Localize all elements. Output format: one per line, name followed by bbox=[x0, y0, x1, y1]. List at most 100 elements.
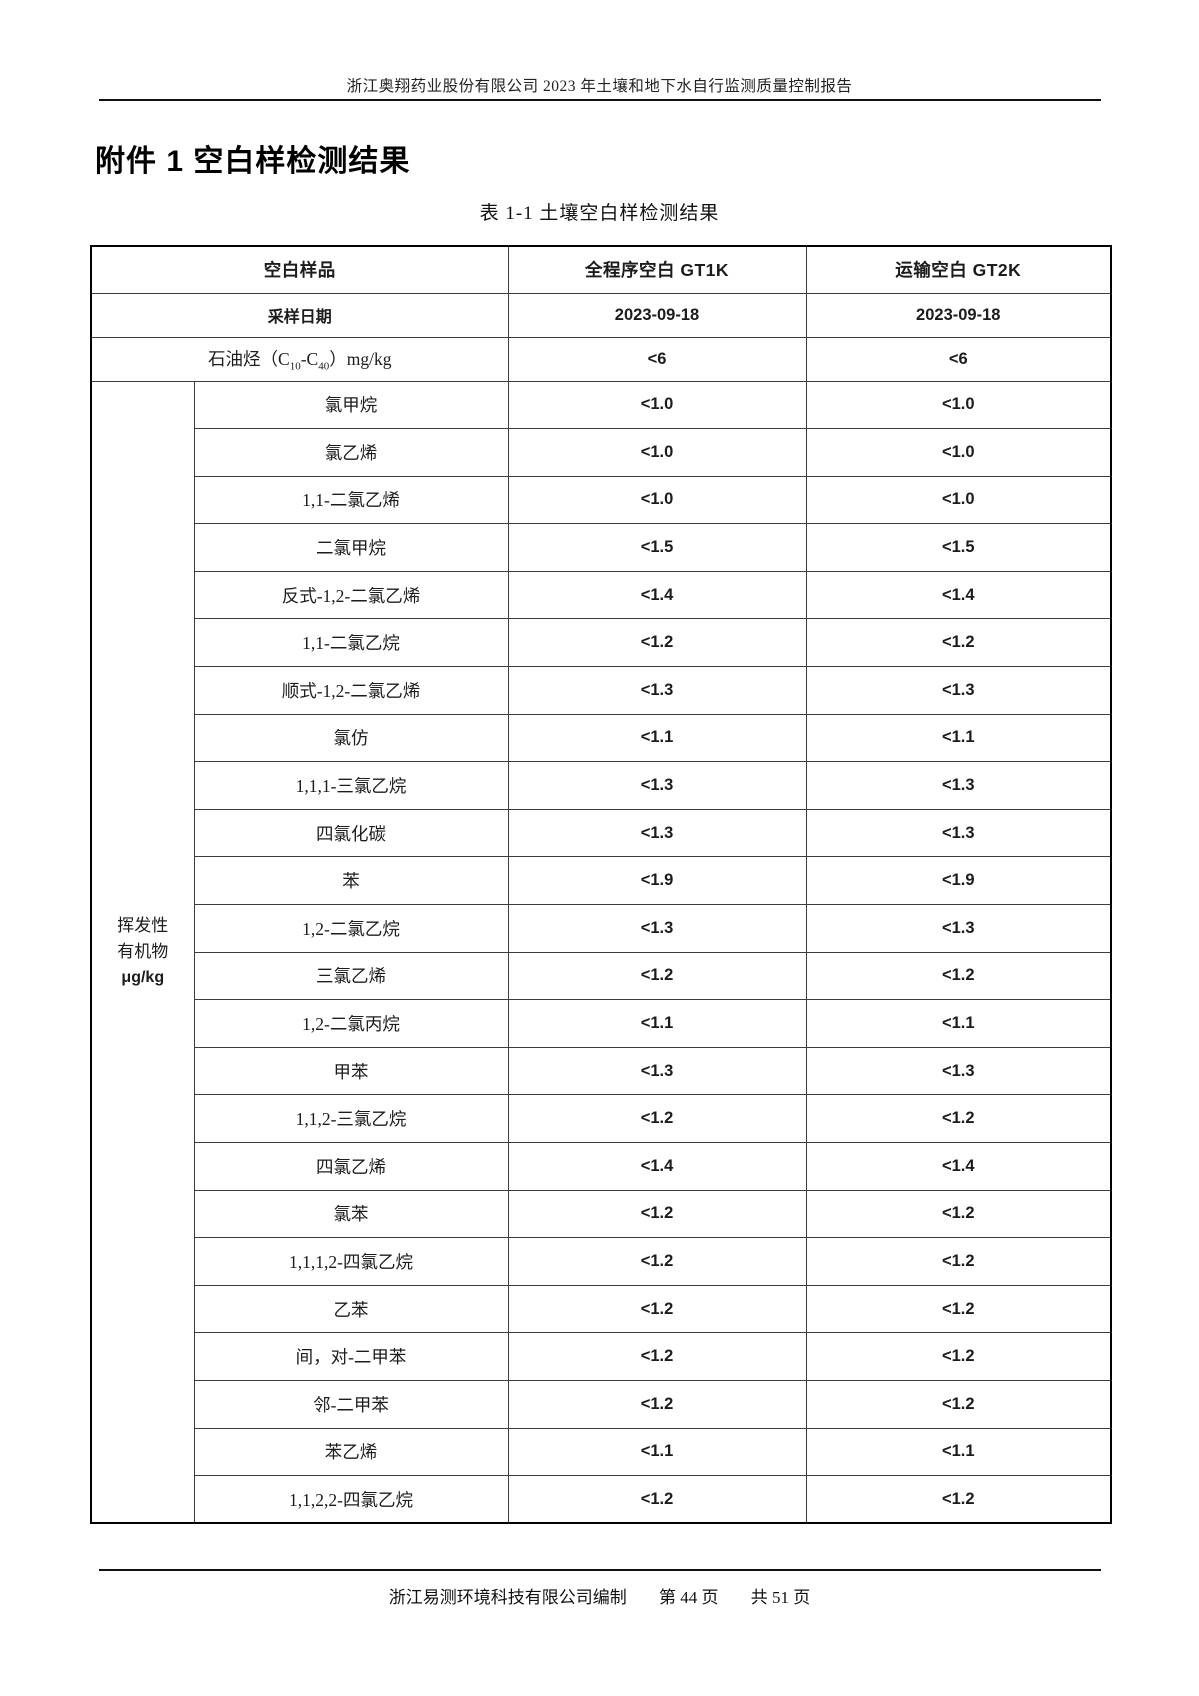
voc-gt2k: <1.5 bbox=[805, 523, 1112, 572]
voc-row: 三氯乙烯 <1.2 <1.2 bbox=[91, 951, 1112, 1001]
voc-gt2k: <1.0 bbox=[805, 475, 1112, 525]
voc-row: 挥发性 有机物 μg/kg 氯甲烷 <1.0 <1.0 bbox=[90, 380, 1112, 1524]
voc-name: 氯仿 bbox=[193, 713, 509, 763]
voc-row: 甲苯 <1.3 <1.3 bbox=[91, 1046, 1112, 1096]
voc-gt1k: <1.2 bbox=[507, 1379, 807, 1429]
voc-name: 1,1-二氯乙烯 bbox=[193, 475, 509, 525]
voc-name: 间，对-二甲苯 bbox=[193, 1332, 509, 1381]
voc-name: 乙苯 bbox=[193, 1284, 509, 1334]
voc-row: 邻-二甲苯 <1.2 <1.2 bbox=[91, 1379, 1112, 1429]
column-header-gt1k: 全程序空白 GT1K bbox=[507, 245, 807, 294]
voc-name: 1,1,2,2-四氯乙烷 bbox=[193, 1475, 509, 1524]
voc-row: 乙苯 <1.2 <1.2 bbox=[91, 1284, 1112, 1334]
voc-row: 1,2-二氯丙烷 <1.1 <1.1 bbox=[91, 999, 1112, 1048]
voc-gt1k: <1.1 bbox=[507, 713, 807, 763]
voc-gt1k: <1.5 bbox=[507, 523, 807, 572]
voc-group-line1: 挥发性 bbox=[117, 916, 169, 936]
voc-gt2k: <1.9 bbox=[805, 856, 1112, 906]
document-header-text: 浙江奥翔药业股份有限公司 2023 年土壤和地下水自行监测质量控制报告 bbox=[346, 78, 853, 95]
voc-name: 1,1-二氯乙烷 bbox=[193, 618, 509, 668]
voc-gt1k: <1.0 bbox=[507, 380, 807, 430]
voc-group-line2: 有机物 bbox=[117, 942, 169, 962]
voc-group-label: 挥发性 有机物 μg/kg bbox=[90, 380, 195, 1524]
voc-row: 氯苯 <1.2 <1.2 bbox=[91, 1189, 1112, 1239]
petroleum-gt1k: <6 bbox=[507, 336, 807, 382]
voc-name: 邻-二甲苯 bbox=[193, 1379, 509, 1429]
footer-total-pages: 共 51 页 bbox=[750, 1588, 811, 1607]
voc-row: 苯乙烯 <1.1 <1.1 bbox=[91, 1427, 1112, 1477]
voc-name: 苯 bbox=[193, 856, 509, 906]
voc-row: 二氯甲烷 <1.5 <1.5 bbox=[91, 523, 1112, 572]
voc-gt2k: <1.2 bbox=[805, 1475, 1112, 1524]
voc-name: 1,2-二氯乙烷 bbox=[193, 904, 509, 953]
blank-sample-results-table: 空白样品 全程序空白 GT1K 运输空白 GT2K 采样日期 2023-09-1… bbox=[90, 245, 1112, 1525]
voc-gt1k: <1.2 bbox=[507, 1094, 807, 1143]
voc-name: 四氯乙烯 bbox=[193, 1142, 509, 1191]
voc-name: 反式-1,2-二氯乙烯 bbox=[193, 570, 509, 620]
voc-name: 苯乙烯 bbox=[193, 1427, 509, 1477]
voc-name: 1,1,1,2-四氯乙烷 bbox=[193, 1237, 509, 1286]
voc-name: 顺式-1,2-二氯乙烯 bbox=[193, 666, 509, 715]
voc-gt1k: <1.3 bbox=[507, 666, 807, 715]
voc-row: 顺式-1,2-二氯乙烯 <1.3 <1.3 bbox=[91, 666, 1112, 715]
voc-gt2k: <1.2 bbox=[805, 1237, 1112, 1286]
voc-gt1k: <1.2 bbox=[507, 1475, 807, 1524]
voc-gt1k: <1.4 bbox=[507, 570, 807, 620]
voc-row: 1,1-二氯乙烷 <1.2 <1.2 bbox=[91, 618, 1112, 668]
voc-gt2k: <1.2 bbox=[805, 618, 1112, 668]
voc-gt1k: <1.4 bbox=[507, 1142, 807, 1191]
voc-gt2k: <1.2 bbox=[805, 1094, 1112, 1143]
voc-gt2k: <1.1 bbox=[805, 713, 1112, 763]
voc-name: 1,1,2-三氯乙烷 bbox=[193, 1094, 509, 1143]
voc-name: 氯甲烷 bbox=[193, 380, 509, 430]
footer-company: 浙江易测环境科技有限公司编制 bbox=[388, 1588, 627, 1607]
petroleum-subscript-40: 40 bbox=[318, 360, 330, 373]
table-caption: 表 1-1 土壤空白样检测结果 bbox=[479, 203, 720, 224]
sampling-date-gt1k: 2023-09-18 bbox=[507, 292, 807, 338]
header-divider-line bbox=[99, 99, 1101, 101]
voc-gt2k: <1.0 bbox=[805, 380, 1112, 430]
voc-name: 二氯甲烷 bbox=[193, 523, 509, 572]
voc-row: 1,1,2-三氯乙烷 <1.2 <1.2 bbox=[91, 1094, 1112, 1143]
voc-gt2k: <1.3 bbox=[805, 1046, 1112, 1096]
voc-row: 反式-1,2-二氯乙烯 <1.4 <1.4 bbox=[91, 570, 1112, 620]
voc-gt1k: <1.2 bbox=[507, 618, 807, 668]
voc-gt1k: <1.3 bbox=[507, 808, 807, 858]
voc-name: 1,2-二氯丙烷 bbox=[193, 999, 509, 1048]
document-footer: 浙江易测环境科技有限公司编制 第 44 页 共 51 页 bbox=[0, 1583, 1199, 1608]
footer-page-number: 第 44 页 bbox=[659, 1588, 719, 1607]
petroleum-subscript-10: 10 bbox=[289, 360, 301, 373]
voc-row: 1,1,1,2-四氯乙烷 <1.2 <1.2 bbox=[91, 1237, 1112, 1286]
voc-row: 氯仿 <1.1 <1.1 bbox=[91, 713, 1112, 763]
voc-gt2k: <1.1 bbox=[805, 1427, 1112, 1477]
voc-gt1k: <1.9 bbox=[507, 856, 807, 906]
sampling-date-gt2k: 2023-09-18 bbox=[805, 292, 1112, 338]
petroleum-label-part: ）mg/kg bbox=[329, 348, 392, 369]
voc-gt1k: <1.0 bbox=[507, 428, 807, 477]
voc-name: 四氯化碳 bbox=[193, 808, 509, 858]
table-header-row: 空白样品 全程序空白 GT1K 运输空白 GT2K bbox=[90, 245, 1112, 294]
voc-gt1k: <1.2 bbox=[507, 1332, 807, 1381]
petroleum-label-part: -C bbox=[300, 348, 319, 369]
voc-name: 1,1,1-三氯乙烷 bbox=[193, 761, 509, 810]
voc-gt2k: <1.3 bbox=[805, 904, 1112, 953]
voc-row: 1,2-二氯乙烷 <1.3 <1.3 bbox=[91, 904, 1112, 953]
voc-gt1k: <1.2 bbox=[507, 951, 807, 1001]
voc-name: 氯苯 bbox=[193, 1189, 509, 1239]
voc-row: 1,1-二氯乙烯 <1.0 <1.0 bbox=[91, 475, 1112, 525]
voc-gt1k: <1.1 bbox=[507, 1427, 807, 1477]
voc-gt2k: <1.2 bbox=[805, 1189, 1112, 1239]
voc-gt2k: <1.2 bbox=[805, 1379, 1112, 1429]
voc-gt2k: <1.4 bbox=[805, 1142, 1112, 1191]
voc-row: 氯乙烯 <1.0 <1.0 bbox=[91, 428, 1112, 477]
voc-row: 1,1,2,2-四氯乙烷 <1.2 <1.2 bbox=[91, 1475, 1112, 1524]
voc-gt1k: <1.2 bbox=[507, 1237, 807, 1286]
voc-gt1k: <1.3 bbox=[507, 904, 807, 953]
voc-row: 1,1,1-三氯乙烷 <1.3 <1.3 bbox=[91, 761, 1112, 810]
voc-gt2k: <1.3 bbox=[805, 761, 1112, 810]
voc-gt1k: <1.0 bbox=[507, 475, 807, 525]
petroleum-gt2k: <6 bbox=[805, 336, 1112, 382]
voc-gt2k: <1.2 bbox=[805, 1332, 1112, 1381]
petroleum-label: 石油烃（C10-C40）mg/kg bbox=[90, 336, 509, 382]
